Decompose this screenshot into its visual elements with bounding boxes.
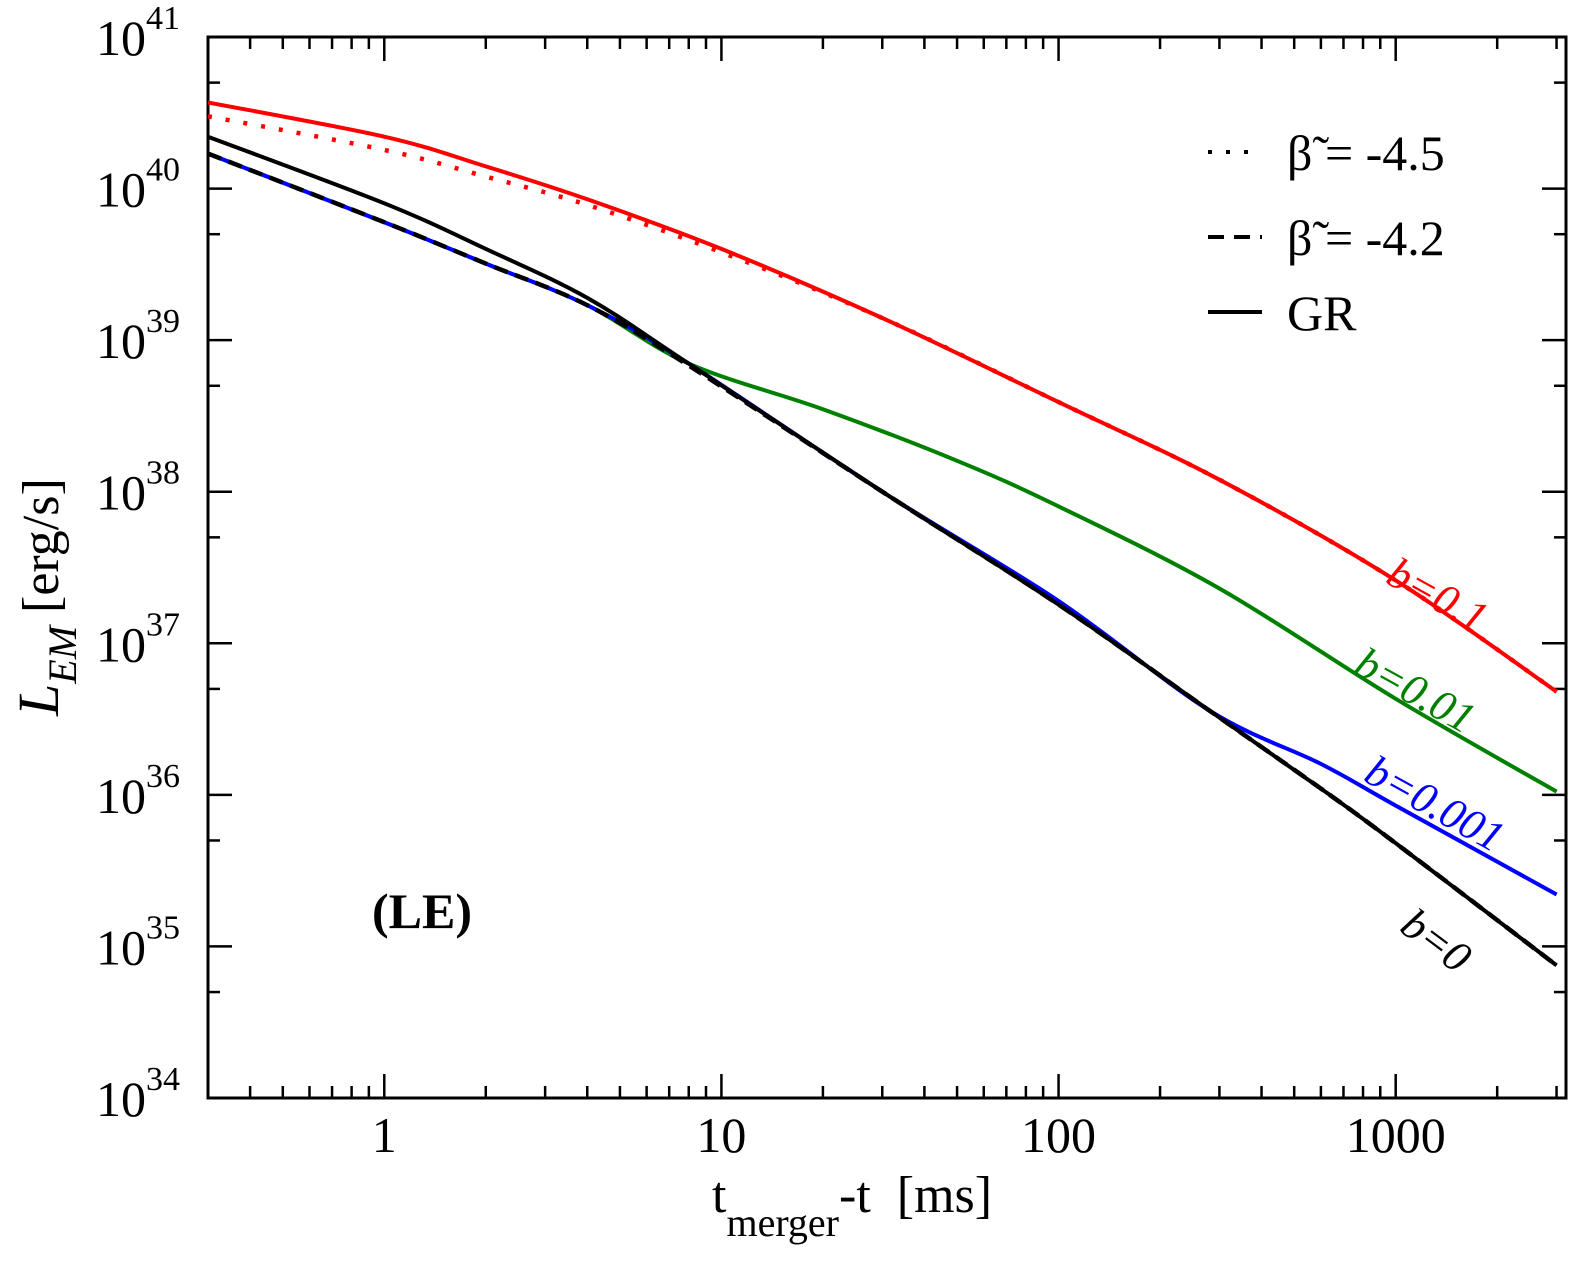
- y-tick-label: 1039: [96, 303, 180, 369]
- y-tick-labels: 1034 1035 1036 1037 1038 1039 1040 1041: [96, 0, 180, 1127]
- y-tick-label: 1041: [96, 0, 180, 66]
- series-b-0.1-gr: [207, 100, 1558, 694]
- axis-ticks: [206, 35, 1566, 1100]
- curve-label-b-0.001: b=0.001: [1357, 746, 1513, 862]
- series-b-0.1-beta-4.5: [207, 114, 1558, 694]
- y-tick-label: 1036: [96, 758, 180, 824]
- curve-label-b-0: b=0: [1392, 899, 1480, 982]
- y-tick-label: 1038: [96, 455, 180, 521]
- plot-frame: [206, 35, 1568, 1100]
- y-axis-title: LEM [erg/s]: [6, 478, 85, 717]
- x-tick-label: 100: [1021, 1107, 1096, 1163]
- x-axis-title: tmerger-t [ms]: [712, 1167, 992, 1245]
- legend-label-solid: GR: [1287, 285, 1357, 341]
- legend-label-dotted: β̃ = -4.5: [1287, 125, 1445, 181]
- x-tick-labels: 1 10 100 1000: [372, 1107, 1446, 1163]
- series-b-0-beta-4.2: [207, 151, 1558, 968]
- y-tick-label: 1037: [96, 606, 180, 672]
- x-tick-label: 1000: [1346, 1107, 1446, 1163]
- y-tick-label: 1035: [96, 909, 180, 975]
- panel-label: (LE): [372, 883, 472, 939]
- legend: β̃ = -4.5 β̃ = -4.2 GR: [1208, 125, 1445, 341]
- curve-label-b-0.1: b=0.1: [1379, 548, 1496, 643]
- x-tick-label: 1: [372, 1107, 397, 1163]
- y-tick-label: 1040: [96, 152, 180, 218]
- x-tick-label: 10: [696, 1107, 746, 1163]
- y-tick-label: 1034: [96, 1061, 180, 1127]
- curve-label-b-0.01: b=0.01: [1347, 638, 1483, 743]
- legend-label-dashed: β̃ = -4.2: [1287, 210, 1445, 266]
- series-b-0-gr: [207, 134, 1558, 967]
- data-curves: [207, 100, 1558, 968]
